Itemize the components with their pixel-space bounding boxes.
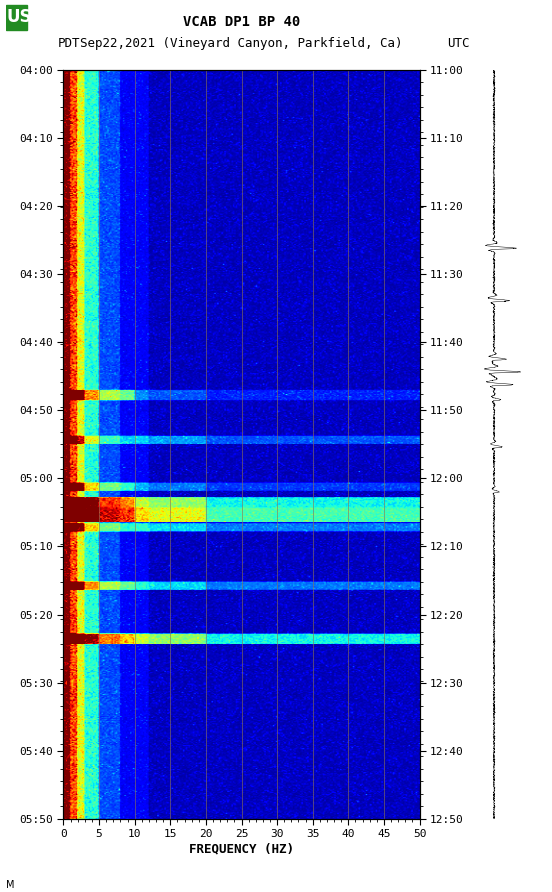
- X-axis label: FREQUENCY (HZ): FREQUENCY (HZ): [189, 842, 294, 855]
- Text: USGS: USGS: [6, 8, 57, 26]
- Text: VCAB DP1 BP 40: VCAB DP1 BP 40: [183, 15, 300, 29]
- Text: PDT: PDT: [58, 37, 81, 50]
- Text: Sep22,2021 (Vineyard Canyon, Parkfield, Ca): Sep22,2021 (Vineyard Canyon, Parkfield, …: [80, 37, 403, 50]
- Text: Μ: Μ: [6, 880, 14, 889]
- Text: UTC: UTC: [447, 37, 470, 50]
- Bar: [6, 5, 27, 30]
